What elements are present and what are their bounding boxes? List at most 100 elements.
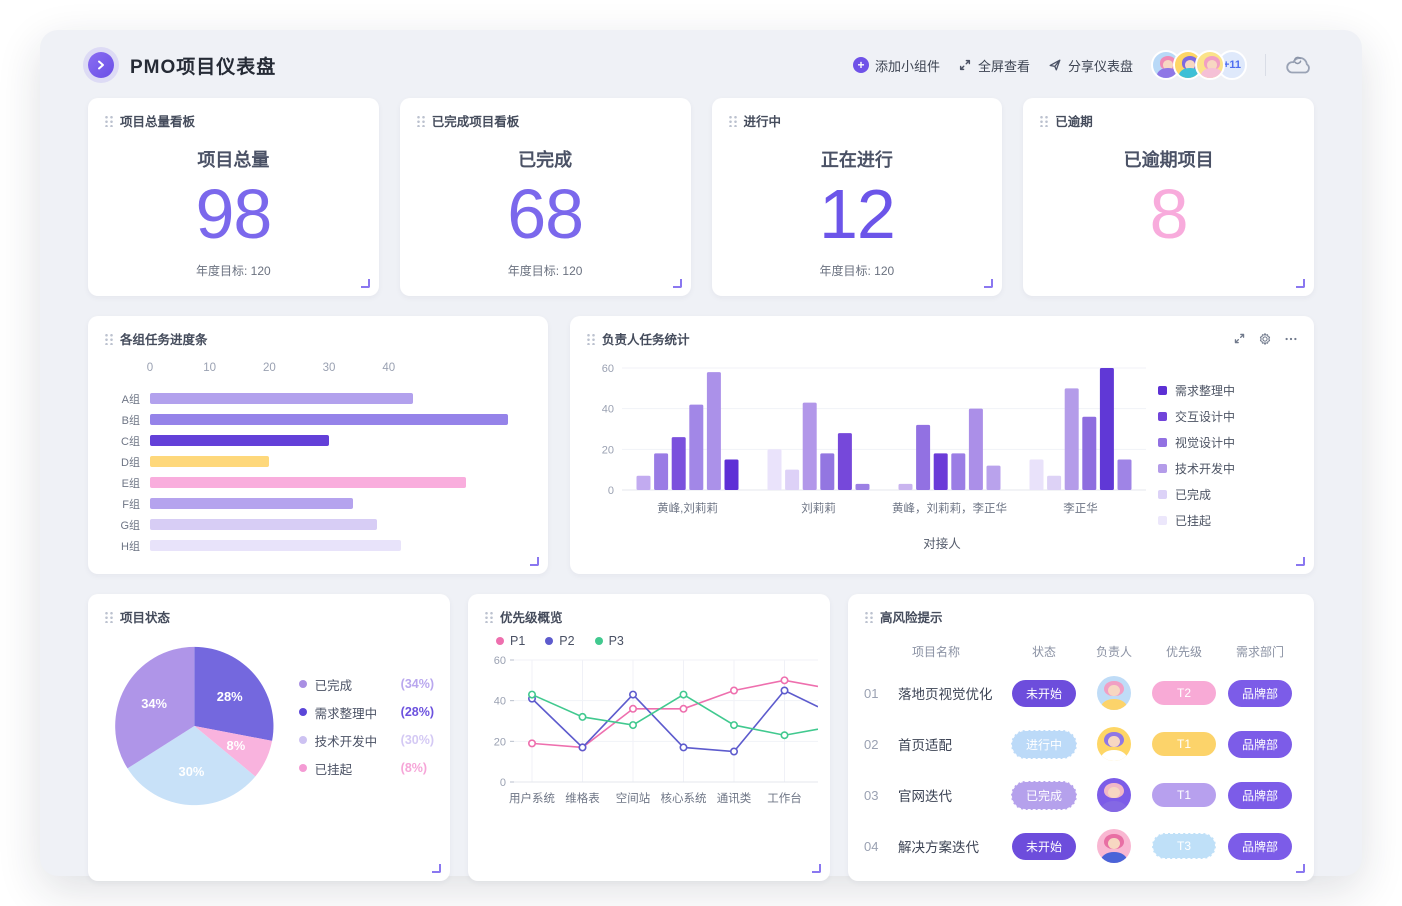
bar-segment[interactable] bbox=[1099, 368, 1114, 490]
drag-handle-icon[interactable] bbox=[727, 114, 737, 127]
table-row[interactable]: 04 解决方案迭代 未开始 T3 品牌部 bbox=[864, 824, 1298, 868]
legend-item[interactable]: 需求整理中 bbox=[1158, 382, 1284, 399]
resize-handle[interactable] bbox=[530, 557, 539, 566]
bar-segment[interactable] bbox=[636, 475, 651, 490]
gear-icon[interactable] bbox=[1258, 332, 1272, 346]
data-point[interactable] bbox=[780, 731, 789, 740]
bar-segment[interactable] bbox=[898, 483, 913, 490]
sidebar-toggle-button[interactable] bbox=[88, 52, 114, 78]
avatar[interactable] bbox=[1097, 676, 1131, 710]
bar-segment[interactable] bbox=[150, 393, 413, 404]
data-point[interactable] bbox=[730, 686, 739, 695]
bar-segment[interactable] bbox=[689, 404, 704, 490]
resize-handle[interactable] bbox=[812, 864, 821, 873]
bar-segment[interactable] bbox=[820, 453, 835, 490]
bar-segment[interactable] bbox=[785, 469, 800, 490]
resize-handle[interactable] bbox=[1296, 279, 1305, 288]
bar-segment[interactable] bbox=[1047, 475, 1062, 490]
legend-item[interactable]: 已完成 (34%) bbox=[298, 675, 434, 694]
drag-handle-icon[interactable] bbox=[484, 610, 493, 623]
department-pill[interactable]: 品牌部 bbox=[1227, 832, 1292, 860]
department-pill[interactable]: 品牌部 bbox=[1227, 679, 1292, 707]
add-widget-button[interactable]: + 添加小组件 bbox=[852, 56, 940, 75]
data-point[interactable] bbox=[679, 690, 688, 699]
table-row[interactable]: 03 官网迭代 已完成 T1 品牌部 bbox=[864, 773, 1298, 817]
bar-segment[interactable] bbox=[671, 437, 686, 490]
legend-item[interactable]: 已完成 bbox=[1158, 486, 1284, 503]
bar-segment[interactable] bbox=[1082, 416, 1097, 490]
legend-item[interactable]: 交互设计中 bbox=[1158, 408, 1284, 425]
data-point[interactable] bbox=[629, 704, 638, 713]
bar-segment[interactable] bbox=[837, 433, 852, 490]
group-progress-chart[interactable]: 0 10 20 30 40 A组 B组 C组 D组 E组 F组 G组 H组 bbox=[104, 362, 532, 556]
data-point[interactable] bbox=[527, 739, 536, 748]
status-pill[interactable]: 未开始 bbox=[1011, 679, 1076, 707]
priority-pill[interactable]: T1 bbox=[1152, 783, 1216, 807]
legend-item[interactable]: P2 bbox=[545, 634, 575, 648]
bar-segment[interactable] bbox=[1117, 459, 1132, 491]
collaborator-avatars[interactable]: +11 bbox=[1151, 50, 1247, 80]
pie-slice[interactable] bbox=[115, 646, 195, 769]
bar-segment[interactable] bbox=[951, 453, 966, 490]
data-point[interactable] bbox=[629, 721, 638, 730]
drag-handle-icon[interactable] bbox=[415, 114, 425, 127]
resize-handle[interactable] bbox=[432, 864, 441, 873]
drag-handle-icon[interactable] bbox=[104, 610, 113, 623]
cloud-sync-button[interactable] bbox=[1284, 53, 1314, 77]
resize-handle[interactable] bbox=[360, 279, 370, 288]
data-point[interactable] bbox=[578, 743, 587, 752]
legend-item[interactable]: P3 bbox=[594, 634, 624, 648]
drag-handle-icon[interactable] bbox=[1039, 114, 1049, 127]
legend-item[interactable]: 视觉设计中 bbox=[1158, 434, 1284, 451]
bar-segment[interactable] bbox=[767, 449, 782, 490]
expand-icon[interactable] bbox=[1233, 332, 1246, 345]
status-pill[interactable]: 已完成 bbox=[1010, 780, 1077, 810]
data-point[interactable] bbox=[578, 712, 587, 721]
status-pill[interactable]: 未开始 bbox=[1011, 832, 1076, 860]
bar-segment[interactable] bbox=[150, 456, 270, 467]
avatar[interactable] bbox=[1097, 727, 1131, 761]
legend-item[interactable]: 已挂起 bbox=[1158, 512, 1284, 529]
resize-handle[interactable] bbox=[1296, 864, 1305, 873]
bar-segment[interactable] bbox=[150, 414, 509, 425]
share-dashboard-button[interactable]: 分享仪表盘 bbox=[1048, 56, 1133, 75]
bar-segment[interactable] bbox=[150, 519, 377, 530]
bar-segment[interactable] bbox=[150, 498, 353, 509]
legend-item[interactable]: 已挂起 (8%) bbox=[298, 759, 434, 778]
priority-pill[interactable]: T3 bbox=[1152, 833, 1216, 859]
bar-segment[interactable] bbox=[654, 453, 669, 490]
data-point[interactable] bbox=[780, 676, 789, 685]
drag-handle-icon[interactable] bbox=[104, 114, 113, 127]
data-point[interactable] bbox=[629, 690, 638, 699]
priority-line-chart[interactable]: 0 20 40 60 用户系统 维格表 空间站 核心系统 通讯类 工作台 bbox=[484, 648, 819, 824]
owner-bar-chart[interactable]: 0 20 40 60 黄峰,刘莉莉 刘莉莉 黄峰，刘莉莉，李正华 李正华 bbox=[586, 354, 1158, 526]
resize-handle[interactable] bbox=[1296, 557, 1305, 566]
more-options-icon[interactable] bbox=[1284, 332, 1298, 346]
resize-handle[interactable] bbox=[984, 279, 994, 288]
data-point[interactable] bbox=[780, 686, 789, 695]
bar-segment[interactable] bbox=[1029, 459, 1044, 491]
data-point[interactable] bbox=[679, 743, 688, 752]
bar-segment[interactable] bbox=[150, 435, 330, 446]
department-pill[interactable]: 品牌部 bbox=[1227, 730, 1292, 758]
status-pill[interactable]: 进行中 bbox=[1010, 729, 1077, 759]
legend-item[interactable]: 技术开发中 bbox=[1158, 460, 1284, 477]
priority-pill[interactable]: T1 bbox=[1152, 732, 1216, 756]
bar-segment[interactable] bbox=[986, 465, 1001, 490]
data-point[interactable] bbox=[730, 747, 739, 756]
resize-handle[interactable] bbox=[672, 279, 682, 288]
fullscreen-button[interactable]: 全屏查看 bbox=[958, 56, 1030, 75]
bar-segment[interactable] bbox=[916, 424, 931, 490]
bar-segment[interactable] bbox=[724, 459, 739, 491]
bar-segment[interactable] bbox=[1064, 388, 1079, 490]
bar-segment[interactable] bbox=[150, 477, 467, 488]
legend-item[interactable]: 需求整理中 (28%) bbox=[298, 703, 434, 722]
avatar[interactable] bbox=[1097, 778, 1131, 812]
avatar[interactable] bbox=[1097, 829, 1131, 863]
bar-segment[interactable] bbox=[968, 408, 983, 490]
bar-segment[interactable] bbox=[150, 540, 401, 551]
drag-handle-icon[interactable] bbox=[864, 610, 873, 623]
data-point[interactable] bbox=[730, 721, 739, 730]
drag-handle-icon[interactable] bbox=[104, 332, 113, 345]
department-pill[interactable]: 品牌部 bbox=[1227, 781, 1292, 809]
